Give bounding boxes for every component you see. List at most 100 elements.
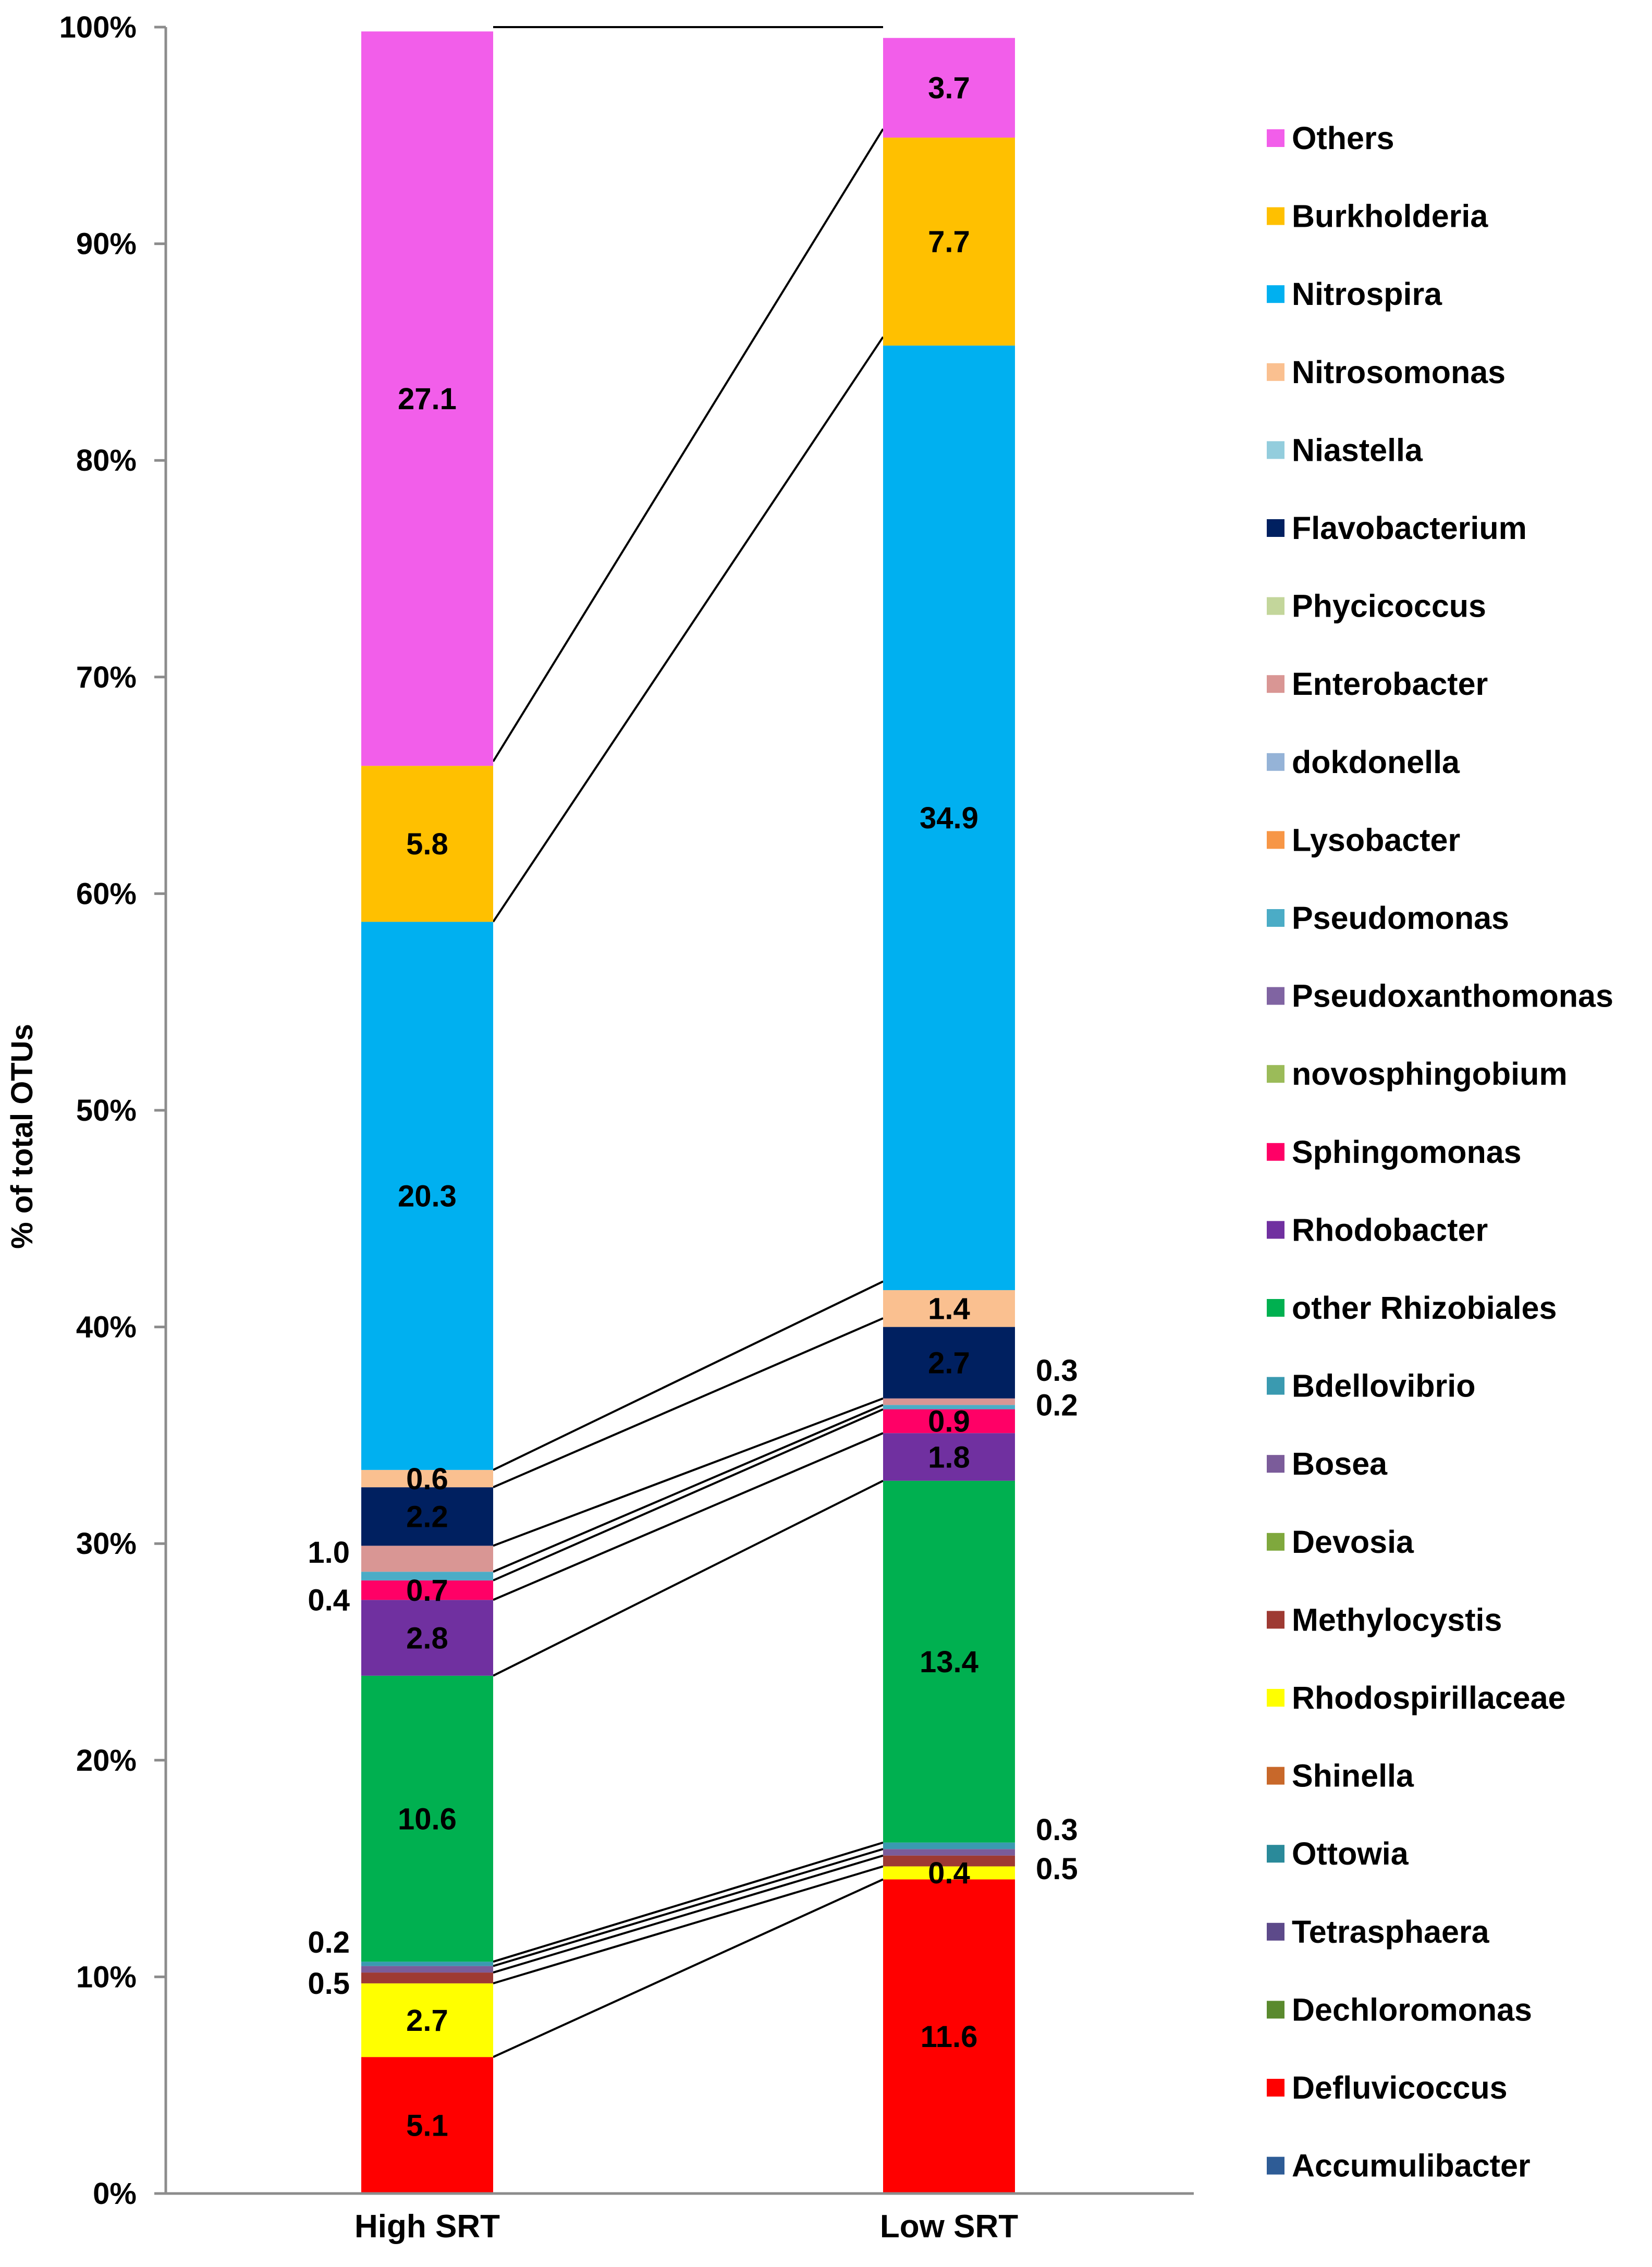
bar-segment-rhodospirillaceae-high-srt [361,1983,493,2057]
legend-item-defluvicoccus: Defluvicoccus [1267,2070,1508,2105]
connector-line-8 [493,1404,884,1573]
legend-label: Nitrospira [1292,276,1442,312]
bar-segment-sphingomonas-low-srt [883,1409,1015,1433]
bar-segment-other-rhizobiales-low-srt [883,1480,1015,1843]
legend-swatch [1267,1611,1284,1629]
bar-segment-others-high-srt [361,31,493,766]
connector-line-11 [493,1280,884,1471]
legend-label: Pseudoxanthomonas [1292,978,1613,1014]
bar-segment-rhodospirillaceae-low-srt [883,1866,1015,1880]
legend-item-pseudoxanthomonas: Pseudoxanthomonas [1267,978,1613,1014]
y-tick-label: 30% [76,1527,137,1561]
bar-segment-methylocystis-high-srt [361,1972,493,1983]
legend-swatch [1267,2001,1284,2019]
bar-segment-rhodobacter-low-srt [883,1433,1015,1481]
legend-item-nitrospira: Nitrospira [1267,276,1442,312]
outside-data-label: 0.3 [1036,1354,1078,1388]
y-tick-label: 0% [93,2177,137,2211]
y-tick-label: 40% [76,1310,137,1344]
legend-swatch [1267,597,1284,615]
legend-swatch [1267,1065,1284,1083]
y-tick-label: 20% [76,1744,137,1778]
legend-swatch [1267,675,1284,693]
legend-label: novosphingobium [1292,1056,1568,1092]
y-tick-label: 10% [76,1960,137,1994]
legend-label: Tetrasphaera [1292,1914,1490,1950]
connector-lines [492,26,884,2058]
legend-item-pseudomonas: Pseudomonas [1267,900,1509,936]
legend-label: Bdellovibrio [1292,1368,1475,1404]
x-category-label: High SRT [354,2209,500,2245]
y-tick-label: 80% [76,444,137,477]
connector-line-2 [493,1854,884,1974]
legend-swatch [1267,1143,1284,1161]
legend-item-shinella: Shinella [1267,1758,1414,1794]
data-label-flavobacterium: 2.2 [406,1500,448,1534]
legend-item-methylocystis: Methylocystis [1267,1602,1502,1637]
legend-swatch [1267,2156,1284,2175]
data-label-other-rhizobiales: 10.6 [398,1802,457,1836]
legend-item-bdellovibrio: Bdellovibrio [1267,1368,1475,1404]
data-label-burkholderia: 5.8 [406,827,448,861]
legend-label: Flavobacterium [1292,510,1527,546]
legend-label: other Rhizobiales [1292,1290,1557,1326]
legend-item-others: Others [1267,120,1394,156]
data-label-sphingomonas: 0.9 [928,1405,970,1439]
data-label-nitrospira: 34.9 [920,801,978,835]
bar-segment-flavobacterium-low-srt [883,1327,1015,1399]
bar-segment-bdellovibrio-low-srt [883,1842,1015,1849]
bar-segment-pseudomonas-low-srt [883,1405,1015,1410]
bar-segment-nitrosomonas-low-srt [883,1290,1015,1327]
bar-segment-burkholderia-low-srt [883,137,1015,346]
data-label-nitrosomonas: 1.4 [928,1292,970,1326]
y-axis-title: % of total OTUs [5,1024,39,1249]
data-label-burkholderia: 7.7 [928,225,970,259]
connector-line-1 [493,1865,884,1984]
legend-label: Enterobacter [1292,666,1488,702]
legend-swatch [1267,2079,1284,2097]
bar-segment-nitrospira-low-srt [883,345,1015,1290]
legend-swatch [1267,831,1284,849]
legend-label: Shinella [1292,1758,1414,1794]
axes: 0% 10% 20% 30% 40% 50% 60% 70% 80% 90% 100% High SR… [59,10,1194,2245]
connector-line-12 [492,336,884,923]
outside-data-label: 0.2 [1036,1389,1078,1423]
outside-data-label: 0.4 [308,1584,350,1617]
legend-label: Ottowia [1292,1836,1409,1871]
connector-line-0 [493,1878,884,2058]
bar-segment-burkholderia-high-srt [361,766,493,922]
legend-swatch [1267,1377,1284,1395]
data-label-defluvicoccus: 11.6 [921,2020,978,2054]
legend-item-flavobacterium: Flavobacterium [1267,510,1527,546]
legend-item-phycicoccus: Phycicoccus [1267,589,1486,624]
legend-item-enterobacter: Enterobacter [1267,666,1488,702]
legend-item-other-rhizobiales: other Rhizobiales [1267,1290,1557,1326]
data-labels: 5.1 2.7 10.6 2.8 0.7 2.2 0.6 20.3 5.8 27.1 11.6 0.4… [308,71,1078,2143]
bar-segment-enterobacter-high-srt [361,1546,493,1572]
legend-label: Pseudomonas [1292,900,1509,936]
connector-line-3 [493,1848,884,1967]
bar-segment-pseudomonas-high-srt [361,1572,493,1580]
legend-item-dechloromonas: Dechloromonas [1267,1992,1532,2027]
y-tick-label: 70% [76,660,137,694]
connector-line-9 [493,1397,884,1547]
legend-swatch [1267,1221,1284,1239]
legend-label: dokdonella [1292,744,1460,780]
legend-swatch [1267,441,1284,459]
data-label-others: 27.1 [398,382,457,416]
legend-swatch [1267,207,1284,225]
connector-line-5 [493,1479,884,1677]
legend-swatch [1267,1922,1284,1941]
legend-swatch [1267,519,1284,537]
legend-label: Rhodospirillaceae [1292,1680,1565,1715]
bar-segment-nitrospira-high-srt [361,922,493,1470]
data-label-others: 3.7 [928,71,970,105]
outside-data-label: 0.5 [1036,1852,1078,1886]
data-label-rhodobacter: 2.8 [406,1621,448,1655]
legend-item-lysobacter: Lysobacter [1267,822,1460,857]
data-label-rhodospirillaceae: 2.7 [406,2004,448,2038]
connector-line-6 [493,1432,884,1601]
legend-swatch [1267,1767,1284,1785]
outside-data-label: 0.2 [308,1926,350,1959]
legend-swatch [1267,1845,1284,1863]
